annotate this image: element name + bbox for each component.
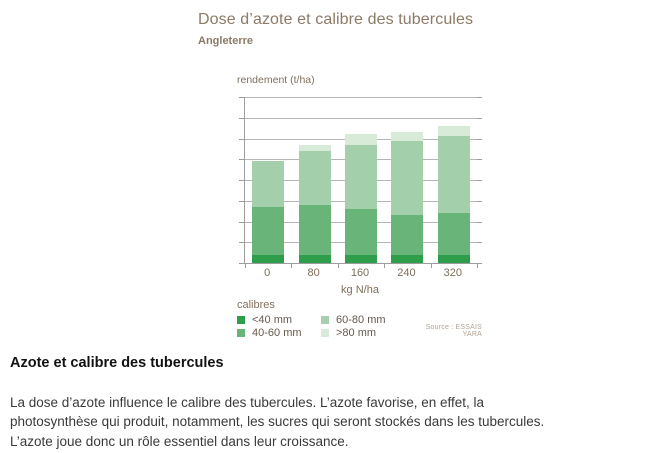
legend-label: <40 mm [252, 313, 293, 326]
x-axis-labels: 0 80 160 240 320 [244, 267, 476, 280]
x-axis-tick [245, 264, 246, 268]
y-axis-tick [239, 242, 244, 244]
y-axis-tick [477, 242, 482, 244]
bar-segment-60-80 mm [391, 140, 424, 216]
bar-segment-60-80 mm [345, 144, 377, 210]
legend-swatch [237, 328, 245, 337]
bar-segment-<40 mm [298, 254, 331, 263]
bar-segment->80 mm [437, 126, 470, 137]
bar-segment-40-60 mm [252, 206, 285, 255]
y-axis-tick [239, 159, 244, 161]
chart-subtitle: Angleterre [198, 35, 254, 47]
x-axis-tick [291, 264, 293, 268]
bar-segment-40-60 mm [298, 204, 331, 255]
legend-label: 40-60 mm [252, 326, 302, 339]
x-axis-tick [337, 264, 339, 268]
legend-swatch [321, 315, 329, 324]
y-axis-tick [239, 138, 244, 140]
y-axis-tick [239, 97, 244, 98]
gridline [245, 117, 477, 119]
y-axis-tick [239, 221, 244, 223]
x-tick-label: 80 [307, 267, 320, 279]
legend-item: >80 mm [321, 326, 391, 339]
legend-item: <40 mm [237, 313, 307, 326]
chart-legend: calibres <40 mm 40-60 mm 60-80 mm >80 mm [237, 299, 391, 339]
bar-0 [252, 161, 285, 263]
plot-area [239, 97, 482, 268]
y-axis-tick [477, 221, 482, 223]
legend-items: <40 mm 40-60 mm 60-80 mm >80 mm [237, 313, 391, 339]
bar-320 [437, 126, 470, 263]
legend-swatch [237, 315, 245, 324]
y-axis-tick [239, 180, 244, 181]
x-tick-label: 0 [264, 267, 271, 279]
bar-segment-40-60 mm [345, 209, 377, 255]
bar-segment-<40 mm [437, 254, 470, 263]
x-tick-label: 240 [397, 267, 416, 279]
bar-160 [345, 134, 377, 263]
y-axis-tick [239, 263, 244, 264]
y-axis-tick [477, 263, 482, 264]
y-axis-tick [477, 159, 482, 161]
bar-240 [391, 132, 424, 263]
bar-segment-<40 mm [252, 254, 285, 263]
legend-item: 40-60 mm [237, 326, 307, 339]
y-axis-tick [477, 200, 482, 202]
y-axis-label: rendement (t/ha) [237, 74, 315, 86]
bar-segment-60-80 mm [252, 161, 285, 207]
y-axis-tick [477, 117, 482, 119]
gridline [245, 97, 477, 98]
bar-80 [298, 144, 331, 263]
bar-segment->80 mm [298, 144, 331, 151]
y-axis-tick [239, 117, 244, 119]
bar-segment-40-60 mm [391, 215, 424, 255]
legend-item: 60-80 mm [321, 313, 391, 326]
bar-segment->80 mm [391, 132, 424, 141]
legend-title: calibres [237, 299, 275, 311]
bar-segment-40-60 mm [437, 213, 470, 255]
x-tick-label: 320 [443, 267, 462, 279]
y-axis-tick [477, 180, 482, 181]
x-axis-tick [384, 264, 386, 268]
bar-segment->80 mm [345, 134, 377, 145]
bar-segment-60-80 mm [298, 150, 331, 205]
source-note: Source : ESSAIS YARA [425, 324, 482, 338]
bar-segment-<40 mm [391, 254, 424, 263]
article-heading: Azote et calibre des tubercules [10, 355, 224, 371]
chart-title: Dose d’azote et calibre des tubercules [198, 11, 474, 28]
y-axis-tick [239, 200, 244, 202]
legend-label: 60-80 mm [336, 313, 386, 326]
x-axis-tick [430, 264, 432, 268]
x-axis-tick [477, 264, 478, 268]
bar-segment-60-80 mm [437, 136, 470, 214]
y-axis-tick [477, 138, 482, 140]
legend-swatch [321, 328, 329, 337]
legend-label: >80 mm [336, 326, 377, 339]
y-axis-tick [477, 97, 482, 98]
article-body: La dose d’azote influence le calibre des… [10, 394, 545, 449]
x-axis-title: kg N/ha [341, 284, 379, 296]
x-tick-label: 160 [350, 267, 370, 279]
bar-segment-<40 mm [345, 254, 377, 263]
